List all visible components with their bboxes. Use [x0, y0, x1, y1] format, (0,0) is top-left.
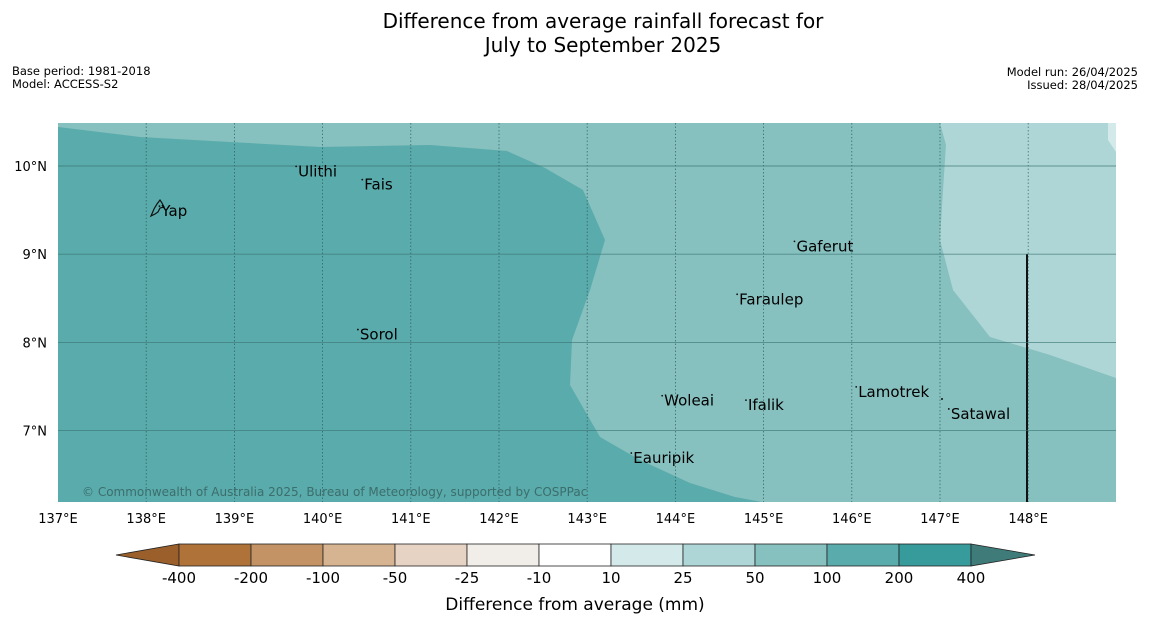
copyright-text: © Commonwealth of Australia 2025, Bureau…: [82, 485, 587, 499]
colorbar-tick-label: -200: [234, 569, 268, 587]
colorbar-swatch: [754, 543, 828, 567]
colorbar-tick-label: -50: [383, 569, 408, 587]
colorbar-tick-label: -100: [306, 569, 340, 587]
place-marker: [855, 386, 858, 388]
yap-island-outline: [149, 198, 165, 218]
colorbar-tick-label: -400: [162, 569, 196, 587]
longitude-tick-label: 142°E: [479, 512, 519, 527]
meta-left: Base period: 1981-2018 Model: ACCESS-S2: [12, 65, 151, 91]
place-label: Ifalik: [748, 396, 784, 414]
colorbar-swatch: [178, 543, 252, 567]
colorbar-tick-label: 100: [813, 569, 842, 587]
place-label: Eauripik: [633, 449, 694, 467]
region-10-to-25: [1108, 123, 1116, 152]
meta-right: Model run: 26/04/2025 Issued: 28/04/2025: [1007, 66, 1138, 92]
longitude-tick-label: 140°E: [303, 512, 343, 527]
colorbar: -400 -200 -100 -50 -25 -10 10 25 50 100 200 400: [115, 543, 1036, 587]
place-label: Yap: [160, 202, 187, 220]
colorbar-swatch: [466, 543, 540, 567]
map-title: Difference from average rainfall forecas…: [0, 9, 1150, 57]
place-marker: [295, 165, 298, 168]
colorbar-title: Difference from average (mm): [445, 595, 704, 615]
colorbar-swatch: [610, 543, 684, 567]
latitude-tick-label: 8°N: [23, 336, 48, 351]
longitude-tick-label: 146°E: [832, 512, 872, 527]
place-marker: [947, 408, 950, 410]
place-marker: [356, 328, 359, 331]
colorbar-tick-label: 25: [673, 569, 692, 587]
place-label: Fais: [364, 176, 393, 194]
longitude-tick-label: 145°E: [744, 512, 784, 527]
longitude-tick-label: 144°E: [656, 512, 696, 527]
gridlines: [58, 123, 1116, 502]
longitude-tick-label: 148°E: [1008, 512, 1048, 527]
atoll-marker: [941, 398, 943, 400]
issued-text: Issued: 28/04/2025: [1027, 78, 1138, 92]
colorbar-tick-label: -10: [527, 569, 552, 587]
place-marker: [361, 178, 364, 181]
title-line-1: Difference from average rainfall forecas…: [382, 9, 824, 33]
base-period-text: Base period: 1981-2018: [12, 64, 151, 78]
model-text: Model: ACCESS-S2: [12, 77, 119, 91]
place-marker: [745, 399, 747, 402]
place-label: Woleai: [664, 392, 714, 410]
colorbar-swatch: [826, 543, 900, 567]
colorbar-swatch: [682, 543, 756, 567]
colorbar-over-arrow: [970, 543, 1036, 567]
colorbar-swatch: [394, 543, 468, 567]
map-area: Yap Ulithi Fais Gaferut Faraulep Sorol Lamotre…: [58, 123, 1116, 502]
place-labels: Yap Ulithi Fais Gaferut Faraulep Sorol Lamotre…: [158, 162, 1010, 467]
latitude-tick-label: 9°N: [23, 248, 48, 263]
longitude-tick-label: 147°E: [920, 512, 960, 527]
colorbar-tick-label: 200: [885, 569, 914, 587]
title-line-2: July to September 2025: [484, 33, 722, 57]
colorbar-swatch: [898, 543, 972, 567]
colorbar-swatch: [322, 543, 396, 567]
latitude-tick-label: 10°N: [14, 160, 47, 175]
colorbar-under-arrow: [115, 543, 180, 567]
colorbar-tick-label: 400: [957, 569, 986, 587]
longitude-labels: 137°E 138°E 139°E 140°E 141°E 142°E 143°E 144°E…: [38, 512, 1048, 527]
latitude-tick-label: 7°N: [23, 425, 48, 440]
place-marker: [661, 394, 664, 397]
place-label: Ulithi: [298, 162, 337, 180]
place-label: Satawal: [951, 405, 1010, 423]
longitude-tick-label: 143°E: [567, 512, 607, 527]
place-marker: [736, 293, 739, 296]
longitude-tick-label: 138°E: [126, 512, 166, 527]
place-label: Sorol: [360, 326, 398, 344]
latitude-labels: 7°N 8°N 9°N 10°N: [14, 160, 47, 440]
longitude-tick-label: 139°E: [215, 512, 255, 527]
place-label: Lamotrek: [858, 383, 929, 401]
place-label: Gaferut: [796, 237, 853, 255]
place-label: Faraulep: [739, 290, 803, 308]
colorbar-swatch: [538, 543, 612, 567]
place-marker: [158, 205, 161, 208]
colorbar-swatch: [250, 543, 324, 567]
longitude-tick-label: 141°E: [391, 512, 431, 527]
colorbar-tick-label: -25: [455, 569, 480, 587]
colorbar-tick-label: 10: [601, 569, 620, 587]
longitude-tick-label: 137°E: [38, 512, 78, 527]
place-marker: [630, 452, 633, 454]
place-marker: [793, 240, 796, 243]
colorbar-tick-label: 50: [745, 569, 764, 587]
model-run-text: Model run: 26/04/2025: [1006, 65, 1138, 79]
